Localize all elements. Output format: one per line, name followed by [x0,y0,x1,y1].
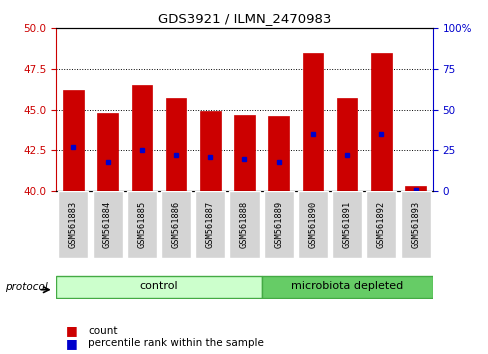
Bar [302,53,323,191]
Bar [58,191,88,258]
Text: percentile rank within the sample: percentile rank within the sample [88,338,264,348]
Text: GSM561886: GSM561886 [171,201,180,249]
Text: GSM561890: GSM561890 [308,201,317,249]
Text: GSM561884: GSM561884 [103,201,112,249]
Text: GSM561893: GSM561893 [410,201,419,249]
Text: GSM561891: GSM561891 [342,201,351,249]
Text: ■: ■ [66,337,78,350]
Text: GSM561892: GSM561892 [376,201,385,249]
Bar [366,191,396,258]
Text: control: control [140,281,178,291]
Bar [63,90,83,191]
Bar [297,191,327,258]
Text: ■: ■ [66,324,78,337]
Bar [263,191,293,258]
Text: GSM561883: GSM561883 [69,201,78,249]
Text: microbiota depleted: microbiota depleted [290,281,403,291]
Text: GSM561887: GSM561887 [205,201,214,249]
Bar [336,98,357,191]
Bar [268,116,288,191]
Bar [97,113,118,191]
Bar [331,191,362,258]
Bar [195,191,225,258]
Bar [165,98,186,191]
Text: count: count [88,326,117,336]
Bar [161,191,191,258]
Bar [400,191,430,258]
Text: GSM561885: GSM561885 [137,201,146,249]
Bar [234,115,254,191]
Bar [405,186,425,191]
Text: GSM561888: GSM561888 [240,201,248,249]
Bar [200,110,220,191]
Bar [370,53,391,191]
Bar [229,191,259,258]
Bar [126,191,157,258]
FancyBboxPatch shape [56,275,261,298]
Bar [131,85,152,191]
FancyBboxPatch shape [261,275,432,298]
Bar [92,191,122,258]
Text: protocol: protocol [5,282,47,292]
Text: GDS3921 / ILMN_2470983: GDS3921 / ILMN_2470983 [158,12,330,25]
Text: GSM561889: GSM561889 [274,201,283,249]
